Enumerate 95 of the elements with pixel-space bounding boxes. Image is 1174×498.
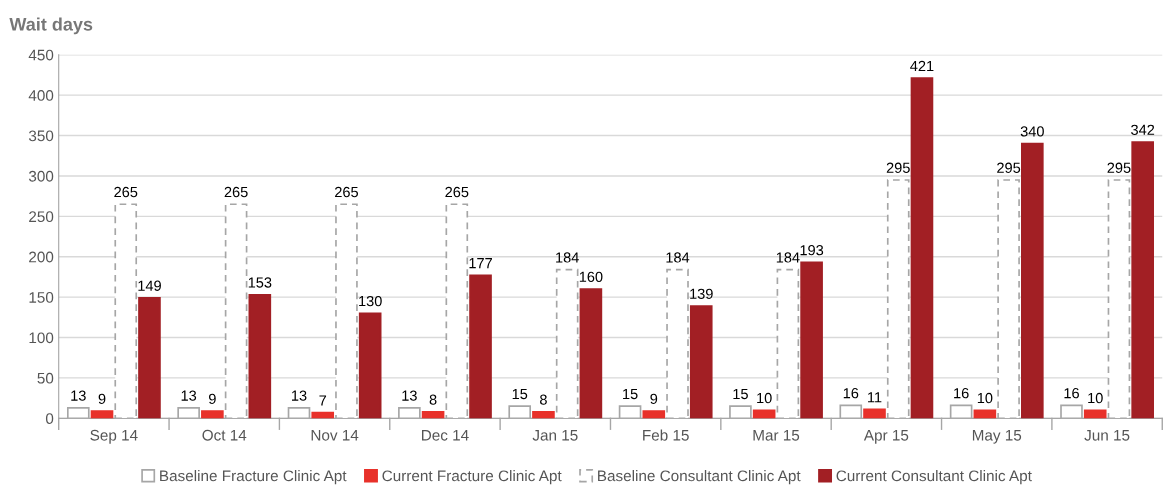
data-label: 8 [540,394,547,405]
bar [729,405,752,419]
data-label: 13 [292,390,307,401]
data-label: 130 [359,295,382,307]
y-tick-label: 50 [37,372,54,384]
data-label: 184 [556,252,579,263]
y-tick-label: 450 [28,49,54,61]
data-label: 265 [335,186,359,198]
bar [138,297,161,419]
data-label: 149 [138,280,161,291]
data-label: 177 [469,258,492,269]
data-label: 9 [650,393,658,404]
bar [689,305,713,419]
data-label: 193 [800,245,824,256]
data-label: 184 [776,252,800,263]
y-tick-label: 400 [28,90,54,101]
bar [66,406,90,419]
bar [358,312,382,419]
bar [618,405,642,419]
data-label: 11 [868,392,882,403]
legend-label: Baseline Consultant Clinic Apt [598,470,801,485]
data-label: 8 [429,394,437,405]
bar [839,404,863,419]
data-label: 295 [1107,162,1131,173]
bar [752,409,776,419]
chart-title: Wait days [9,17,93,35]
x-tick-label: Jan 15 [532,429,578,441]
y-tick-label: 350 [28,130,54,142]
bar [177,406,200,419]
data-label: 265 [445,186,469,198]
x-tick-label: Feb 15 [643,429,689,441]
data-label: 9 [98,393,106,404]
bar [469,274,492,419]
bar [421,411,445,419]
bar [248,293,272,419]
bar [949,404,973,419]
data-label: 16 [843,388,859,399]
legend-label: Baseline Fracture Clinic Apt [160,470,347,485]
x-tick-label: Jun 15 [1084,429,1130,441]
data-label: 184 [666,252,690,263]
bar [863,408,886,419]
data-label: 265 [224,186,248,198]
y-tick-label: 200 [29,251,54,263]
data-label: 265 [114,186,138,198]
y-tick-label: 250 [29,211,54,223]
data-label: 10 [977,392,993,404]
bar [1020,142,1044,419]
x-tick-label: Sep 14 [90,429,138,444]
data-label: 15 [733,388,748,400]
bar [201,410,224,419]
data-label: 13 [402,390,417,401]
bar [642,410,666,419]
bar [311,411,335,419]
data-label: 16 [1064,388,1079,399]
x-tick-label: Nov 14 [311,429,359,441]
data-label: 340 [1020,126,1044,137]
y-tick-label: 150 [29,292,54,303]
data-label: 9 [209,393,216,404]
bar [800,261,823,419]
x-tick-label: May 15 [972,429,1022,444]
data-label: 139 [690,288,713,299]
x-tick-label: Apr 15 [863,429,909,444]
bar [1131,141,1154,419]
data-label: 160 [579,271,603,283]
data-label: 15 [512,388,528,400]
x-tick-label: Mar 15 [753,429,800,441]
data-label: 421 [910,60,934,72]
data-label: 13 [181,390,197,401]
bar [1083,409,1107,419]
bar [287,406,311,419]
bar [910,77,934,419]
data-label: 16 [954,388,969,399]
y-tick-label: 0 [45,413,54,425]
data-label: 295 [886,162,910,173]
bar [579,288,603,419]
data-label: 7 [319,395,327,406]
data-label: 342 [1131,124,1155,135]
legend-label: Current Consultant Clinic Apt [836,470,1032,485]
x-tick-label: Oct 14 [202,429,247,441]
data-label: 15 [623,388,638,400]
data-label: 10 [1088,392,1103,404]
bar [508,405,532,419]
bar [90,410,114,419]
bar [1060,404,1083,419]
y-tick-label: 100 [29,332,54,344]
x-tick-label: Dec 14 [422,429,469,441]
data-label: 295 [997,162,1021,173]
data-label: 13 [71,390,86,401]
legend-label: Current Fracture Clinic Apt [382,470,562,485]
bar [973,409,997,419]
y-tick-label: 300 [28,170,54,182]
bar [532,411,555,419]
bar [398,406,421,419]
data-label: 153 [248,277,272,288]
data-label: 10 [757,392,772,404]
